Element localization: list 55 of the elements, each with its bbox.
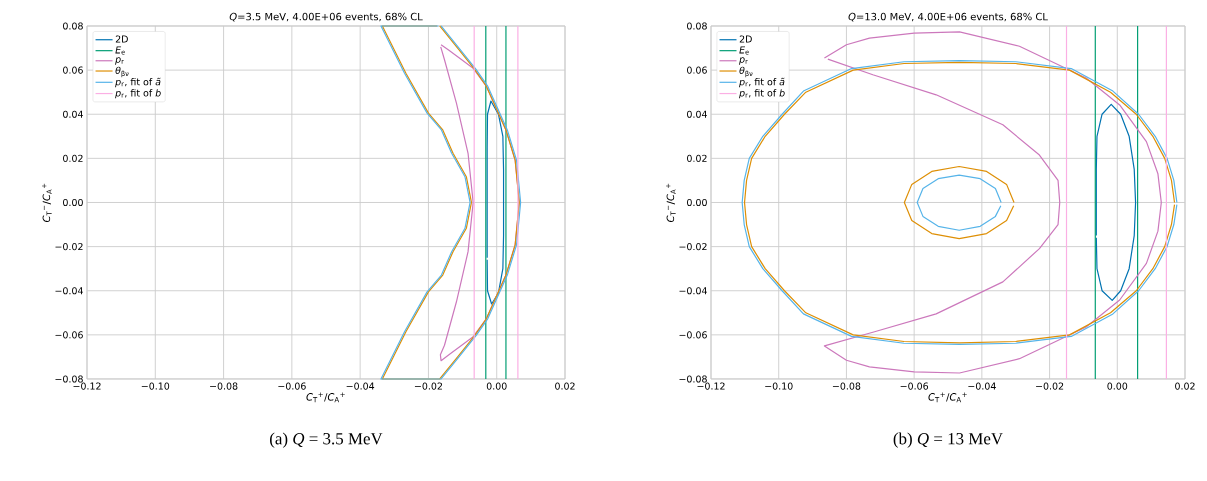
legend-label: θ$_{βν}$ [739, 66, 753, 78]
y-tick-label: 0.06 [63, 66, 83, 74]
legend-label: θ$_{βν}$ [115, 66, 129, 78]
x-tick-label: −0.06 [900, 382, 929, 390]
y-tick-label: 0.00 [687, 198, 707, 207]
legend-label: E$_{e}$ [115, 46, 125, 55]
line-series [1095, 103, 1137, 302]
text: (b) Q = 13 MeV [893, 432, 1003, 448]
legend-label: p$_{r}$, fit of ã [115, 77, 161, 88]
y-tick-label: −0.08 [679, 375, 707, 383]
y-tick-label: −0.04 [679, 287, 707, 295]
x-tick-label: 0.00 [1107, 382, 1128, 390]
y-tick-label: −0.04 [55, 287, 83, 295]
y-tick-label: 0.06 [687, 66, 707, 74]
x-tick-label: −0.10 [141, 382, 170, 390]
legend-label: p$_{r}$ [739, 57, 748, 65]
legend-label: 2D [115, 35, 128, 43]
chart-title: Q=3.5 MeV, 4.00E+06 events, 68% CL [229, 12, 423, 22]
x-tick-label: −0.10 [765, 382, 793, 390]
y-tick-label: 0.04 [687, 110, 707, 118]
y-tick-label: 0.08 [687, 22, 707, 30]
x-tick-label: −0.12 [73, 382, 101, 390]
y-tick-label: −0.06 [55, 331, 83, 339]
text: (a) Q = 3.5 MeV [270, 432, 383, 448]
x-tick-label: −0.04 [346, 382, 375, 390]
x-tick-label: −0.04 [968, 382, 996, 390]
line-series [486, 100, 505, 305]
x-tick-label: 0.02 [1175, 382, 1195, 390]
legend-label: 2D [739, 35, 752, 43]
x-tick-label: −0.06 [278, 382, 306, 390]
x-tick-label: 0.02 [555, 382, 575, 390]
y-tick-label: −0.02 [679, 243, 707, 251]
y-tick-label: −0.06 [679, 331, 707, 339]
x-tick-label: −0.08 [210, 382, 238, 390]
y-tick-label: 0.08 [63, 22, 83, 30]
x-tick-label: −0.02 [414, 382, 442, 390]
x-tick-label: −0.08 [832, 382, 861, 390]
x-tick-label: 0.00 [486, 382, 507, 390]
chart-title: Q=13.0 MeV, 4.00E+06 events, 68% CL [848, 12, 1048, 22]
y-tick-label: −0.08 [55, 375, 83, 383]
legend-label: p$_{r}$, fit of b [739, 89, 785, 99]
legend-label: p$_{r}$, fit of b [115, 89, 161, 99]
line-series [903, 165, 1015, 240]
y-tick-label: −0.02 [55, 243, 83, 251]
y-tick-label: 0.00 [63, 198, 83, 207]
legend-label: E$_{e}$ [739, 46, 749, 55]
legend-label: p$_{r}$ [115, 57, 124, 65]
x-tick-label: −0.12 [697, 382, 725, 390]
y-tick-label: 0.02 [687, 154, 707, 162]
line-series [823, 31, 1162, 374]
legend-label: p$_{r}$, fit of ã [739, 77, 785, 88]
y-tick-label: 0.02 [63, 154, 83, 162]
y-tick-label: 0.04 [63, 110, 83, 118]
line-series [916, 174, 1002, 231]
x-tick-label: −0.02 [1036, 382, 1064, 390]
